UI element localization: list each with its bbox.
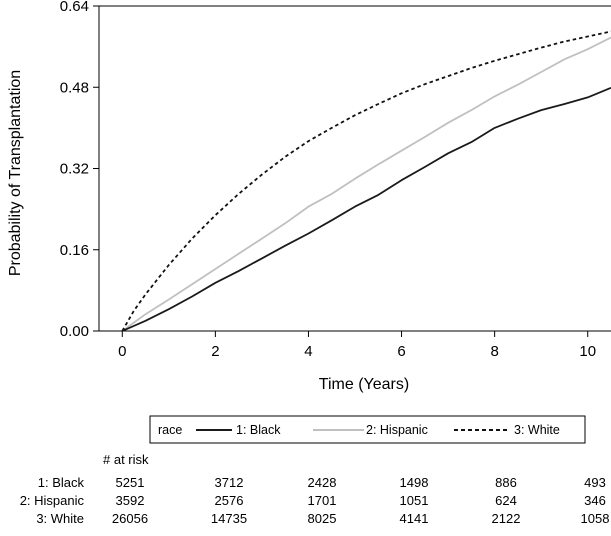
y-tick-label: 0.32 (60, 161, 89, 178)
at-risk-value: 886 (495, 475, 517, 490)
at-risk-value: 4141 (400, 511, 429, 526)
x-axis-title: Time (Years) (319, 376, 409, 393)
x-tick-label: 8 (490, 343, 498, 360)
plot-frame (98, 5, 611, 332)
at-risk-value: 8025 (308, 511, 337, 526)
x-tick-label: 10 (579, 343, 596, 360)
at-risk-value: 1498 (400, 475, 429, 490)
at-risk-value: 493 (584, 475, 606, 490)
at-risk-row-label: 1: Black (38, 475, 85, 490)
x-tick-label: 6 (397, 343, 405, 360)
at-risk-value: 2576 (215, 493, 244, 508)
at-risk-value: 1058 (581, 511, 610, 526)
at-risk-value: 2122 (492, 511, 521, 526)
at-risk-row-label: 3: White (36, 511, 84, 526)
at-risk-value: 26056 (112, 511, 148, 526)
x-tick-label: 0 (118, 343, 126, 360)
at-risk-table: # at risk 1: Black 5251 3712 2428 1498 886 493… (20, 452, 610, 526)
at-risk-value: 3592 (116, 493, 145, 508)
y-tick-label: 0.16 (60, 242, 89, 259)
series-line-hispanic (121, 36, 611, 331)
at-risk-value: 2428 (308, 475, 337, 490)
at-risk-value: 346 (584, 493, 606, 508)
x-tick-label: 4 (304, 343, 312, 360)
y-tick-label: 0.00 (60, 323, 89, 340)
legend-label-black: 1: Black (236, 423, 281, 437)
at-risk-row-label: 2: Hispanic (20, 493, 85, 508)
legend: race 1: Black 2: Hispanic 3: White (149, 415, 586, 444)
legend-label-white: 3: White (514, 423, 560, 437)
y-tick-label: 0.64 (60, 0, 89, 15)
legend-label-hispanic: 2: Hispanic (366, 423, 428, 437)
at-risk-value: 624 (495, 493, 517, 508)
y-tick-label: 0.48 (60, 79, 89, 96)
at-risk-value: 5251 (116, 475, 145, 490)
at-risk-value: 3712 (215, 475, 244, 490)
at-risk-value: 14735 (211, 511, 247, 526)
plot-area (98, 5, 611, 332)
y-axis-title: Probability of Transplantation (7, 70, 24, 276)
legend-title: race (158, 423, 182, 437)
y-axis: 0.00 0.16 0.32 0.48 0.64 (60, 0, 99, 340)
at-risk-header: # at risk (103, 452, 149, 467)
at-risk-value: 1701 (308, 493, 337, 508)
series-line-white (121, 30, 611, 331)
x-tick-label: 2 (211, 343, 219, 360)
at-risk-value: 1051 (400, 493, 429, 508)
series-line-black (121, 86, 611, 331)
x-axis: 0 2 4 6 8 10 (118, 331, 596, 360)
